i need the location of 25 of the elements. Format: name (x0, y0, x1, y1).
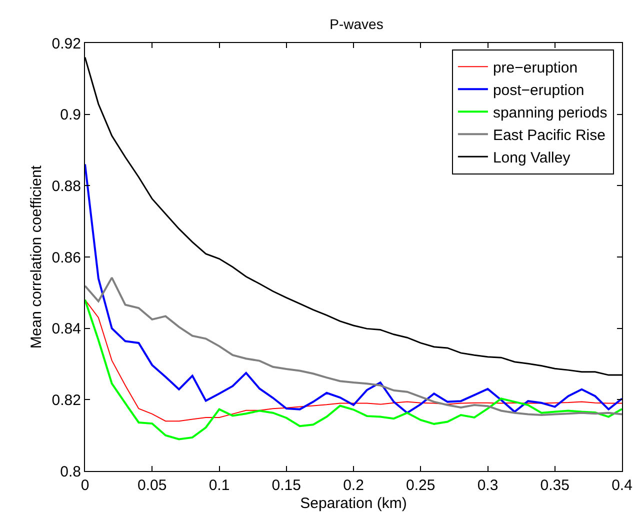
line-series (85, 276, 622, 416)
x-tick-label: 0.3 (477, 477, 498, 494)
y-tick-label: 0.82 (52, 392, 81, 409)
y-tick-label: 0.86 (52, 249, 81, 266)
legend-label: post−eruption (492, 82, 584, 100)
x-tick-label: 0.4 (612, 477, 632, 494)
x-tick-label: 0.25 (406, 477, 436, 494)
legend-label: Long Valley (492, 150, 571, 167)
x-tick-label: 0.35 (540, 477, 570, 494)
y-axis-title: Mean correlation coefficient (28, 164, 46, 349)
y-tick-label: 0.88 (52, 178, 81, 195)
y-tick-label: 0.8 (60, 463, 81, 480)
x-tick-label: 0.2 (343, 477, 364, 494)
y-tick-label: 0.84 (52, 320, 81, 338)
y-tick-label: 0.92 (52, 35, 81, 52)
x-tick-label: 0.05 (138, 477, 167, 494)
chart-title: P-waves (330, 16, 384, 32)
y-tick-label: 0.9 (60, 106, 81, 124)
x-axis-title: Separation (km) (300, 495, 407, 512)
x-tick-label: 0.1 (208, 477, 230, 494)
legend-label: spanning periods (492, 104, 608, 122)
x-tick-label: 0 (80, 477, 90, 494)
x-tick-label: 0.15 (272, 477, 301, 494)
legend-label: East Pacific Rise (492, 127, 606, 144)
legend-label: pre−eruption (492, 60, 578, 77)
